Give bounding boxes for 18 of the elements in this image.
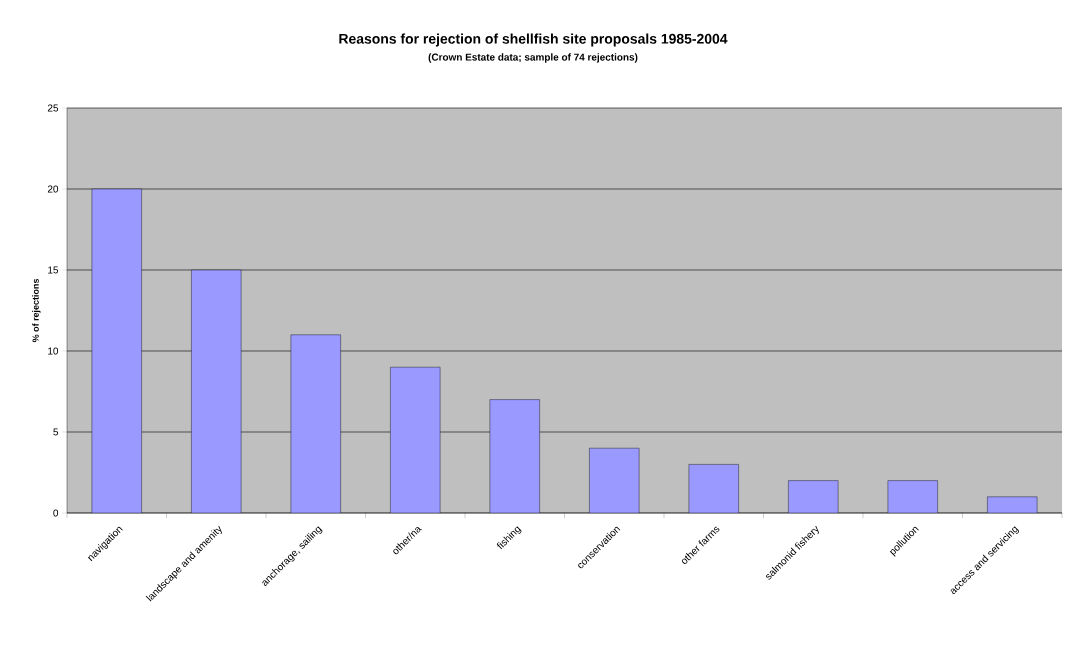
bar xyxy=(589,448,640,513)
bar xyxy=(390,367,441,513)
y-tick-label: 25 xyxy=(47,104,59,112)
bar xyxy=(887,480,938,513)
bar xyxy=(191,269,242,513)
bar xyxy=(290,334,341,513)
bar xyxy=(91,188,142,513)
y-tick-label: 20 xyxy=(47,185,59,193)
y-tick-label: 10 xyxy=(48,347,59,355)
y-tick-label: 15 xyxy=(48,266,59,274)
bar xyxy=(788,480,839,513)
bar xyxy=(489,399,540,513)
chart-title: Reasons for rejection of shellfish site proposals 1985-2004 xyxy=(339,33,728,47)
y-tick-label: 0 xyxy=(53,509,59,517)
bar xyxy=(688,464,739,513)
y-axis-title: % of rejections xyxy=(32,278,41,343)
y-tick-label: 5 xyxy=(53,428,59,436)
chart-subtitle: (Crown Estate data; sample of 74 rejections) xyxy=(428,53,638,63)
